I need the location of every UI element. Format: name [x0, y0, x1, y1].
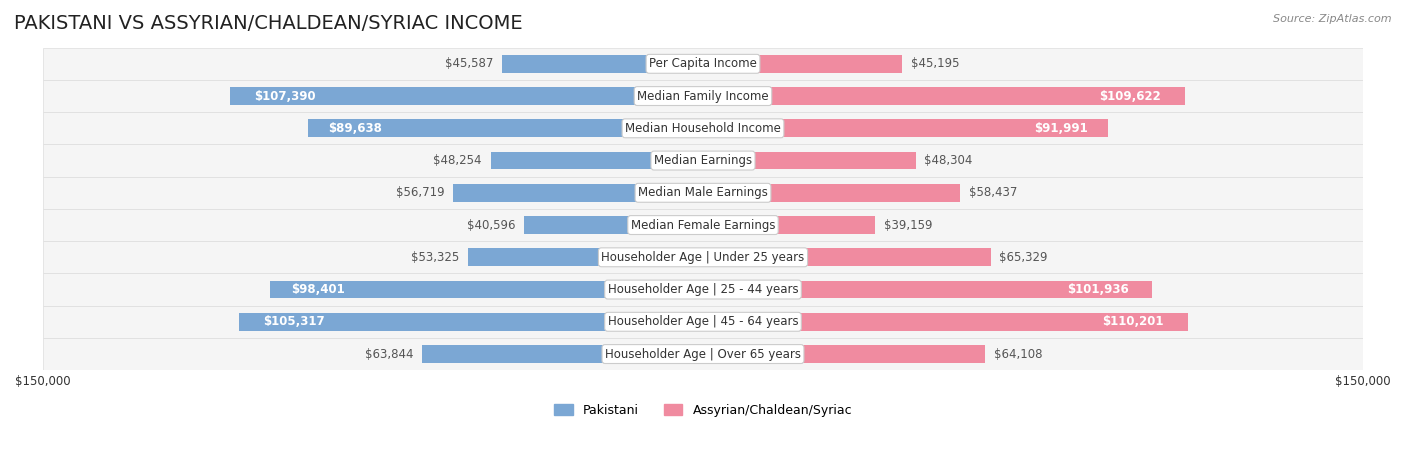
Text: $65,329: $65,329	[1000, 251, 1047, 264]
Bar	[703, 313, 1188, 331]
Bar	[42, 112, 1364, 144]
Bar	[703, 55, 901, 73]
Text: Householder Age | 45 - 64 years: Householder Age | 45 - 64 years	[607, 315, 799, 328]
Text: PAKISTANI VS ASSYRIAN/CHALDEAN/SYRIAC INCOME: PAKISTANI VS ASSYRIAN/CHALDEAN/SYRIAC IN…	[14, 14, 523, 33]
Text: $45,587: $45,587	[446, 57, 494, 71]
Text: $107,390: $107,390	[254, 90, 315, 103]
Bar	[270, 281, 703, 298]
Bar	[239, 313, 703, 331]
Bar	[703, 281, 1152, 298]
Bar	[42, 274, 1364, 306]
Text: Per Capita Income: Per Capita Income	[650, 57, 756, 71]
Text: $101,936: $101,936	[1067, 283, 1129, 296]
Bar	[703, 216, 876, 234]
Bar	[42, 80, 1364, 112]
Bar	[703, 87, 1185, 105]
Text: Householder Age | Under 25 years: Householder Age | Under 25 years	[602, 251, 804, 264]
Bar	[703, 120, 1108, 137]
Text: $53,325: $53,325	[411, 251, 460, 264]
Bar	[524, 216, 703, 234]
Bar	[42, 338, 1364, 370]
Text: Householder Age | 25 - 44 years: Householder Age | 25 - 44 years	[607, 283, 799, 296]
Bar	[42, 241, 1364, 274]
Bar	[703, 184, 960, 202]
Text: $63,844: $63,844	[364, 347, 413, 361]
Bar	[42, 306, 1364, 338]
Text: Median Household Income: Median Household Income	[626, 122, 780, 135]
Text: $109,622: $109,622	[1099, 90, 1161, 103]
Text: Median Male Earnings: Median Male Earnings	[638, 186, 768, 199]
Text: $105,317: $105,317	[263, 315, 325, 328]
Bar	[703, 345, 986, 363]
Bar	[491, 152, 703, 170]
Bar	[502, 55, 703, 73]
Text: $56,719: $56,719	[396, 186, 444, 199]
Text: $110,201: $110,201	[1102, 315, 1164, 328]
Bar	[42, 48, 1364, 80]
Bar	[308, 120, 703, 137]
Text: Householder Age | Over 65 years: Householder Age | Over 65 years	[605, 347, 801, 361]
Bar	[703, 152, 915, 170]
Bar	[231, 87, 703, 105]
Text: $58,437: $58,437	[969, 186, 1018, 199]
Text: Median Earnings: Median Earnings	[654, 154, 752, 167]
Bar	[422, 345, 703, 363]
Text: $64,108: $64,108	[994, 347, 1042, 361]
Text: $40,596: $40,596	[467, 219, 516, 232]
Bar	[42, 144, 1364, 177]
Bar	[42, 177, 1364, 209]
Text: Median Family Income: Median Family Income	[637, 90, 769, 103]
Legend: Pakistani, Assyrian/Chaldean/Syriac: Pakistani, Assyrian/Chaldean/Syriac	[548, 399, 858, 422]
Text: $48,304: $48,304	[924, 154, 973, 167]
Bar	[703, 248, 991, 266]
Text: $48,254: $48,254	[433, 154, 482, 167]
Text: $39,159: $39,159	[884, 219, 932, 232]
Bar	[468, 248, 703, 266]
Bar	[42, 209, 1364, 241]
Text: $98,401: $98,401	[291, 283, 346, 296]
Text: $89,638: $89,638	[328, 122, 382, 135]
Text: Source: ZipAtlas.com: Source: ZipAtlas.com	[1274, 14, 1392, 24]
Text: Median Female Earnings: Median Female Earnings	[631, 219, 775, 232]
Text: $91,991: $91,991	[1033, 122, 1088, 135]
Text: $45,195: $45,195	[911, 57, 959, 71]
Bar	[453, 184, 703, 202]
